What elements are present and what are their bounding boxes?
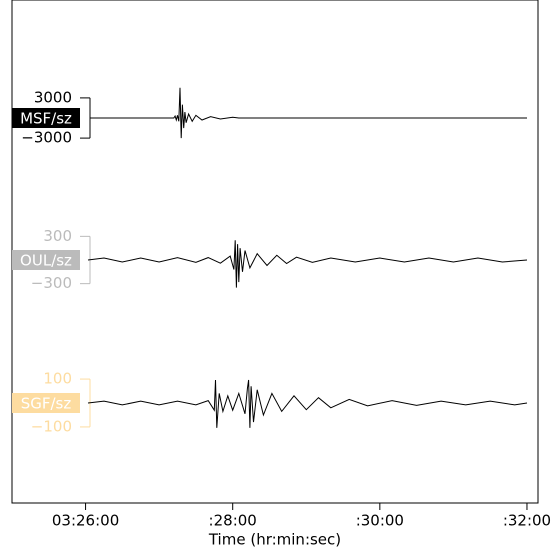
- trace: [87, 379, 528, 428]
- legend-label: SGF/sz: [21, 395, 72, 413]
- y-tick-label: −300: [31, 274, 72, 292]
- plot-frame: [11, 0, 539, 504]
- x-tick-label: 03:26:00: [52, 512, 119, 530]
- legend-label: OUL/sz: [20, 252, 72, 270]
- legend-label: MSF/sz: [20, 110, 72, 128]
- channel-box: [12, 108, 80, 128]
- y-tick-label: −100: [31, 417, 72, 435]
- y-tick-label: 3000: [34, 88, 72, 106]
- y-tick-label: 300: [43, 227, 72, 245]
- channel-box: [12, 393, 80, 413]
- x-tick-label: :30:00: [356, 512, 404, 530]
- channel-box: [12, 250, 80, 270]
- x-tick-label: :32:00: [503, 512, 551, 530]
- y-tick-label: 100: [43, 370, 72, 388]
- y-tick-label: −3000: [21, 129, 72, 147]
- trace: [90, 87, 527, 139]
- x-tick-label: :28:00: [209, 512, 257, 530]
- trace: [87, 240, 528, 288]
- x-axis-label: Time (hr:min:sec): [208, 531, 341, 549]
